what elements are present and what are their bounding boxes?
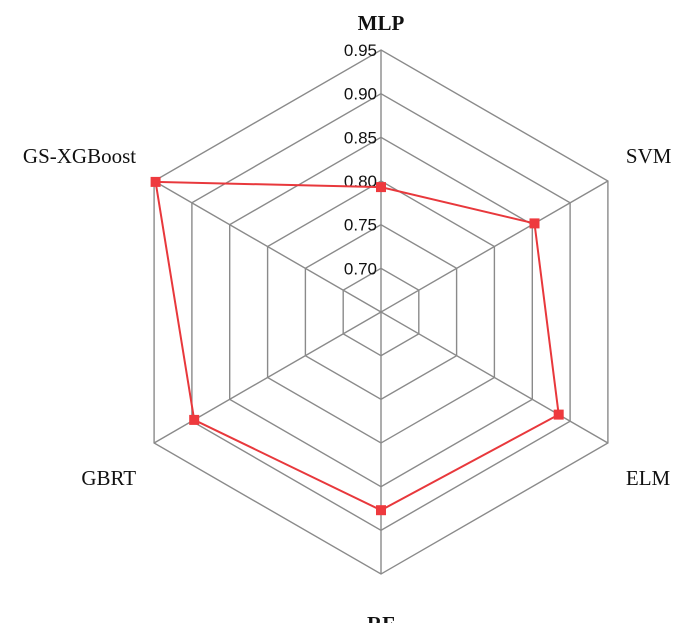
axis-label-gs-xgboost: GS-XGBoost <box>23 144 136 168</box>
spoke-svm <box>380 180 609 313</box>
axis-label-rf: RF <box>367 612 395 623</box>
radar-spokes <box>153 50 609 574</box>
tick-label-0.85: 0.85 <box>344 128 377 147</box>
marker-rf <box>376 505 386 516</box>
axis-label-elm: ELM <box>626 466 671 490</box>
marker-gs-xgboost <box>150 176 161 187</box>
axis-label-gbrt: GBRT <box>81 466 136 490</box>
axis-label-svm: SVM <box>626 144 672 168</box>
axis-labels: MLP SVM ELM RF GBRT GS-XGBoost <box>23 11 672 623</box>
tick-label-0.75: 0.75 <box>344 216 377 235</box>
tick-label-0.95: 0.95 <box>344 41 377 60</box>
marker-mlp <box>376 182 386 193</box>
tick-label-0.80: 0.80 <box>344 172 377 191</box>
marker-gbrt <box>189 414 200 425</box>
series-layer <box>150 176 564 516</box>
tick-label-0.70: 0.70 <box>344 259 377 278</box>
marker-elm <box>553 409 564 420</box>
tick-label-0.90: 0.90 <box>344 85 377 104</box>
axis-label-mlp: MLP <box>358 11 405 35</box>
spoke-elm <box>380 311 609 444</box>
spoke-gs-xgboost <box>153 180 382 313</box>
marker-svm <box>529 218 540 229</box>
